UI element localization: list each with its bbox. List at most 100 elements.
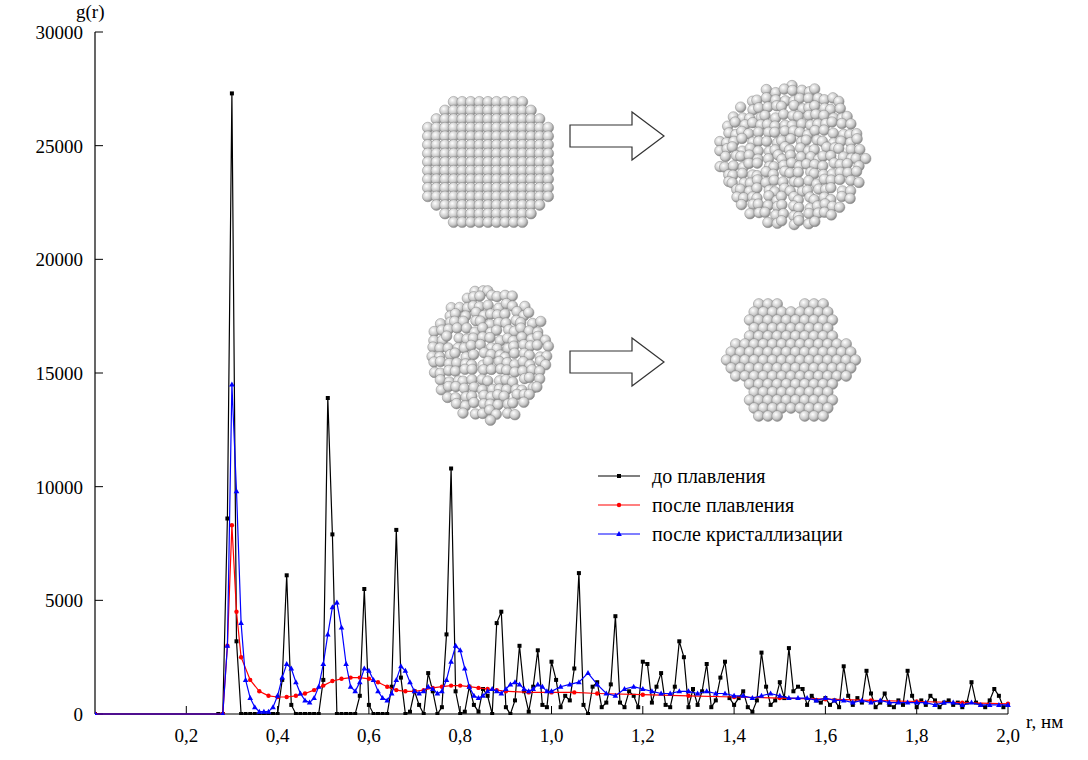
point [540, 684, 546, 689]
point [489, 686, 495, 691]
point [636, 705, 640, 709]
point [905, 700, 911, 705]
point [220, 711, 226, 715]
point [983, 705, 987, 709]
point [229, 381, 235, 386]
point [276, 712, 280, 715]
point [435, 712, 439, 715]
sphere [827, 117, 838, 128]
y-tick-label: 5000 [45, 590, 83, 611]
point [426, 671, 430, 675]
point [412, 688, 418, 693]
point [938, 705, 942, 709]
point [755, 698, 759, 702]
y-tick [95, 32, 103, 33]
point [234, 610, 238, 614]
point [764, 685, 768, 689]
point [659, 671, 663, 675]
sphere [475, 291, 486, 302]
point [312, 688, 316, 692]
point [403, 712, 407, 715]
point [814, 697, 820, 702]
point [321, 683, 325, 687]
point [376, 680, 380, 684]
legend-label: до плавления [652, 465, 765, 488]
point [576, 679, 582, 684]
legend-label: после кристаллизации [652, 523, 843, 546]
point [340, 712, 344, 715]
legend-marker [617, 474, 621, 478]
point [887, 700, 893, 705]
sphere [772, 411, 783, 422]
sphere [810, 216, 821, 227]
point [380, 695, 386, 700]
point [384, 697, 390, 702]
y-tick-label: 30000 [36, 22, 84, 43]
point [238, 620, 244, 625]
legend: до плавленияпосле плавленияпосле кристал… [598, 465, 843, 546]
point [988, 698, 992, 702]
point [408, 710, 412, 714]
point [640, 686, 646, 691]
point [308, 712, 312, 715]
sphere [469, 397, 480, 408]
point [320, 661, 326, 666]
point [577, 571, 581, 575]
point [704, 688, 710, 693]
sphere [845, 193, 856, 204]
point [906, 669, 910, 673]
point [655, 685, 659, 689]
point [225, 644, 229, 648]
sphere [761, 93, 772, 104]
point [796, 685, 800, 689]
point [95, 711, 98, 715]
point [865, 669, 869, 673]
sphere [508, 398, 519, 409]
sphere [452, 323, 463, 334]
point [385, 712, 389, 715]
point [545, 705, 549, 709]
point [480, 693, 486, 698]
point [740, 693, 746, 698]
point [723, 660, 727, 664]
point [343, 661, 349, 666]
point [239, 655, 243, 659]
point [367, 677, 371, 681]
y-axis-title: g(r) [76, 1, 104, 23]
sphere [543, 341, 554, 352]
point [750, 695, 756, 700]
point [554, 678, 558, 682]
point [462, 666, 468, 671]
point [645, 662, 649, 666]
sphere [737, 168, 748, 179]
point [362, 666, 368, 671]
point [805, 703, 809, 707]
point [270, 704, 276, 709]
point [367, 703, 371, 707]
point [321, 678, 325, 682]
point [731, 693, 737, 698]
point [941, 700, 947, 705]
point [618, 701, 622, 705]
point [230, 91, 234, 95]
point [330, 532, 334, 536]
sphere [851, 166, 862, 177]
point [248, 678, 252, 682]
point [444, 677, 450, 682]
point [819, 701, 823, 705]
sphere [526, 208, 537, 219]
point [448, 659, 454, 664]
point [307, 700, 313, 705]
point [841, 697, 847, 702]
point [969, 700, 975, 705]
sphere [841, 371, 852, 382]
point [682, 655, 686, 659]
sphere [450, 366, 461, 377]
point [795, 695, 801, 700]
point [750, 710, 754, 714]
point [239, 712, 243, 715]
point [403, 668, 409, 673]
y-tick-label: 20000 [36, 249, 84, 270]
point [837, 705, 841, 709]
point [330, 679, 334, 683]
